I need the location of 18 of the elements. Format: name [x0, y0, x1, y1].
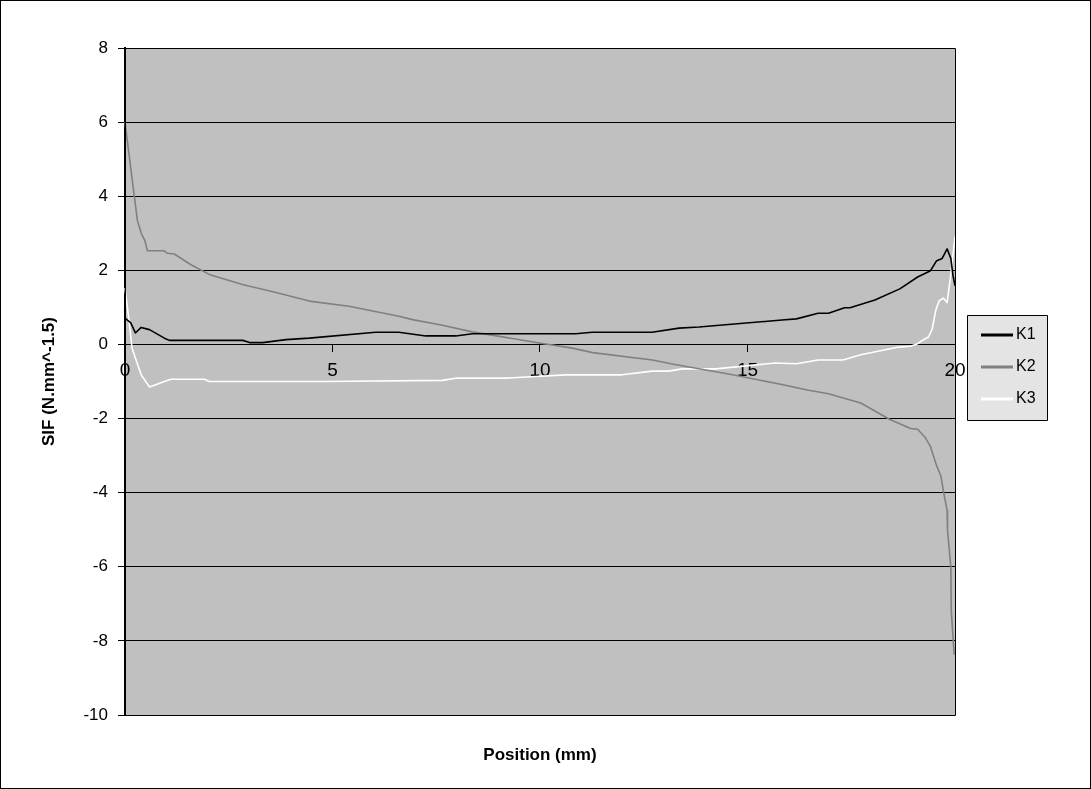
- legend-label: K1: [1016, 325, 1036, 343]
- y-tick-label: 8: [98, 37, 108, 57]
- y-tick-label: -4: [92, 482, 108, 502]
- y-axis-title: SIF (N.mm^-1.5): [38, 317, 58, 446]
- y-tick-label: 0: [98, 334, 108, 354]
- legend-label: K3: [1016, 389, 1036, 407]
- y-tick-label: 4: [98, 185, 108, 205]
- y-tick-label: -2: [92, 408, 108, 428]
- y-tick-label: 6: [98, 111, 108, 131]
- legend-label: K2: [1016, 357, 1036, 375]
- x-axis-title: Position (mm): [483, 744, 597, 764]
- y-tick-label: -10: [83, 704, 108, 724]
- x-tick-label: 10: [529, 359, 551, 381]
- y-tick-label: -8: [92, 630, 108, 650]
- y-tick-label: -6: [92, 556, 108, 576]
- x-tick-label: 15: [736, 359, 759, 381]
- y-tick-label: 2: [98, 260, 108, 280]
- x-tick-label: 5: [327, 359, 338, 381]
